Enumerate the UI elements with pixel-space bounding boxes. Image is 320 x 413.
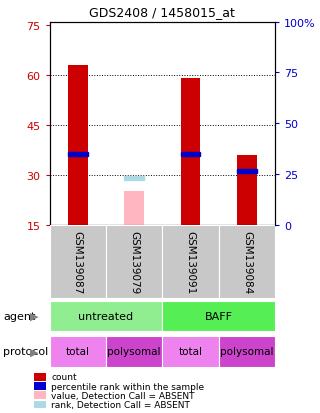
Text: polysomal: polysomal — [220, 347, 274, 356]
Bar — [219, 226, 275, 298]
Bar — [34, 392, 46, 399]
Bar — [34, 373, 46, 381]
Text: ▶: ▶ — [30, 347, 39, 356]
Bar — [50, 301, 162, 332]
Bar — [34, 401, 46, 408]
Text: value, Detection Call = ABSENT: value, Detection Call = ABSENT — [52, 391, 195, 400]
Bar — [181, 153, 200, 157]
Title: GDS2408 / 1458015_at: GDS2408 / 1458015_at — [90, 6, 235, 19]
Text: total: total — [66, 347, 90, 356]
Bar — [181, 79, 200, 225]
Text: percentile rank within the sample: percentile rank within the sample — [52, 382, 204, 391]
Bar — [162, 336, 219, 367]
Text: untreated: untreated — [78, 311, 133, 321]
Bar — [50, 336, 106, 367]
Bar — [237, 170, 257, 173]
Bar — [124, 176, 144, 180]
Bar — [106, 336, 163, 367]
Text: polysomal: polysomal — [108, 347, 161, 356]
Text: rank, Detection Call = ABSENT: rank, Detection Call = ABSENT — [52, 400, 190, 409]
Text: GSM139084: GSM139084 — [242, 230, 252, 294]
Bar — [68, 153, 88, 157]
Text: GSM139087: GSM139087 — [73, 230, 83, 294]
Bar — [237, 155, 257, 225]
Text: GSM139079: GSM139079 — [129, 230, 139, 294]
Text: total: total — [179, 347, 203, 356]
Bar — [219, 336, 275, 367]
Text: ▶: ▶ — [30, 311, 39, 321]
Bar — [162, 226, 219, 298]
Text: GSM139091: GSM139091 — [186, 230, 196, 294]
Text: agent: agent — [3, 311, 36, 321]
Bar — [162, 301, 275, 332]
Bar — [34, 382, 46, 390]
Bar — [124, 192, 144, 225]
Text: count: count — [52, 373, 77, 382]
Text: protocol: protocol — [3, 347, 48, 356]
Bar — [68, 66, 88, 225]
Bar — [106, 226, 163, 298]
Bar — [50, 226, 106, 298]
Text: BAFF: BAFF — [205, 311, 233, 321]
